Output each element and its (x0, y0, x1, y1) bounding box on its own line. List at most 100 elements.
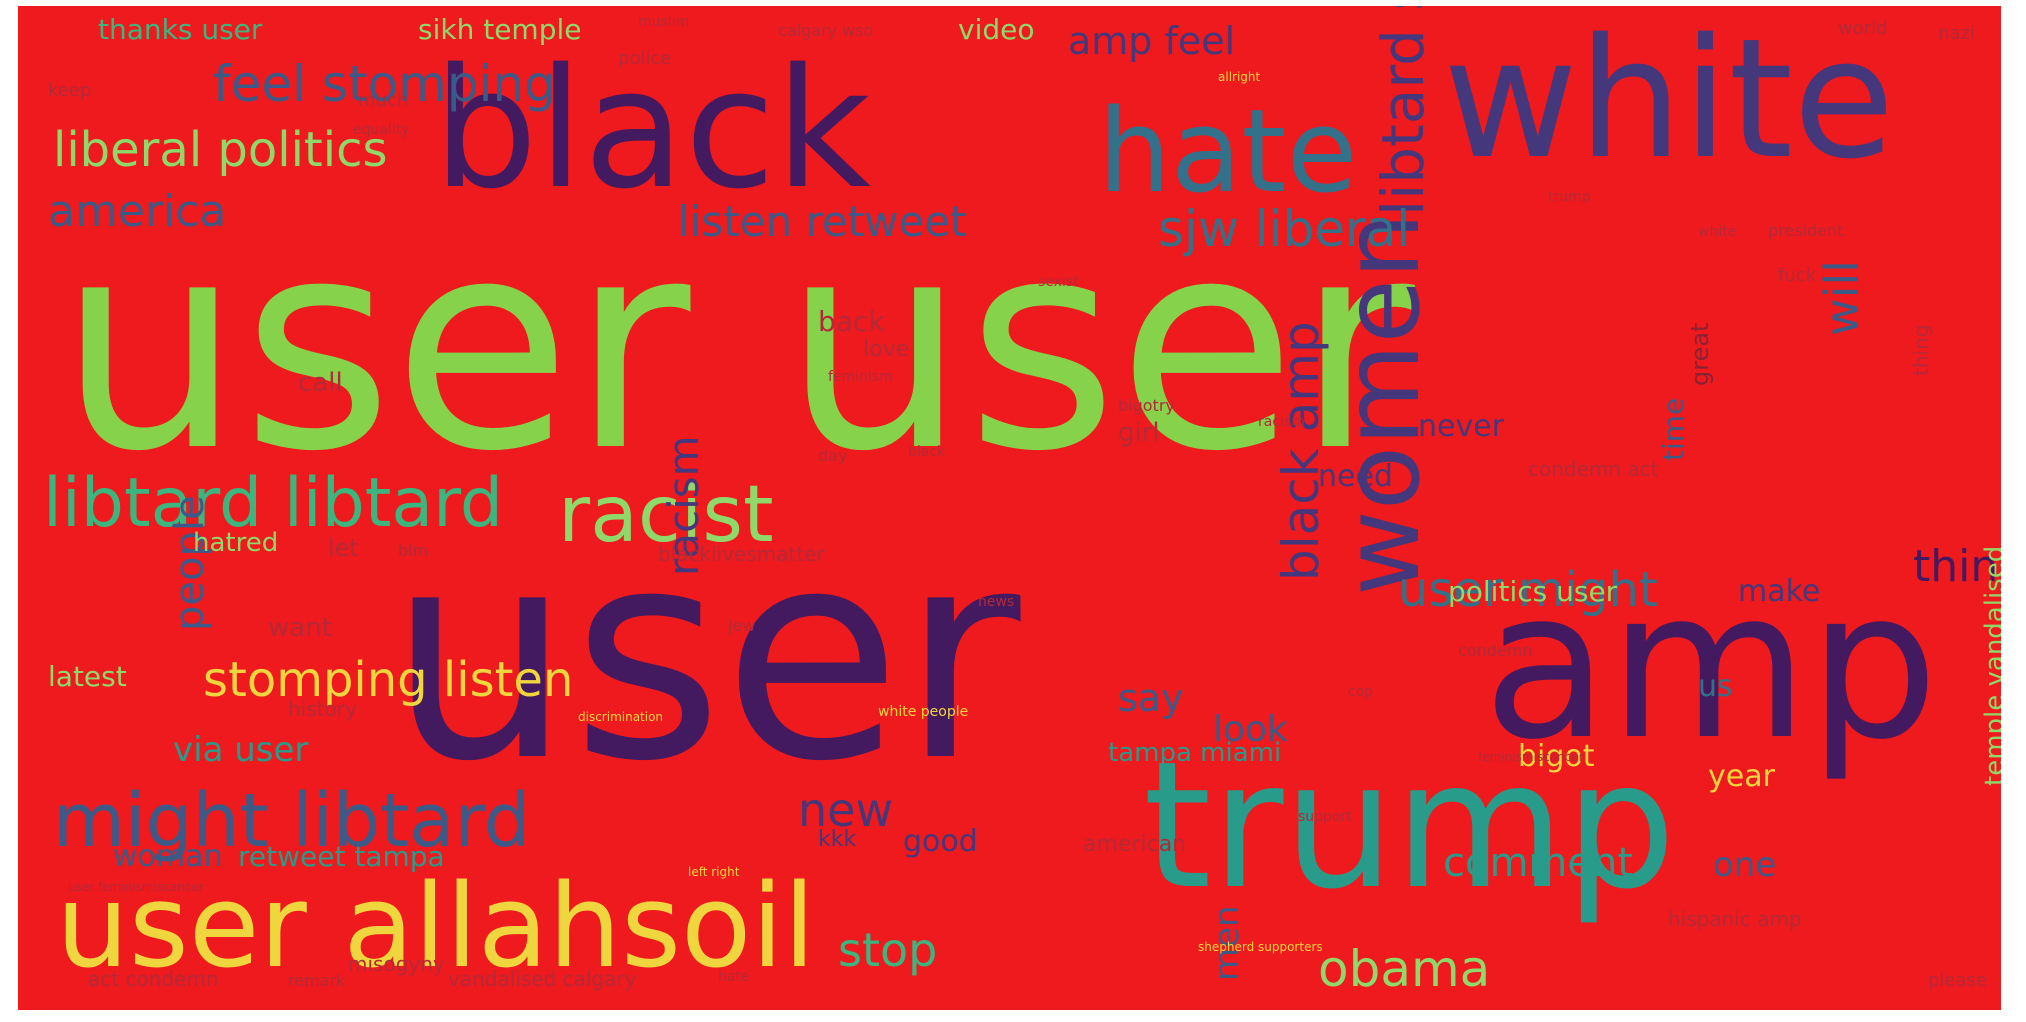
word: kkk (818, 827, 856, 852)
word: misogyny (348, 952, 445, 976)
word: fuck (1778, 265, 1817, 286)
word: great (1686, 323, 1714, 386)
word: white people (878, 704, 968, 720)
word: feminism (828, 369, 893, 385)
word: black (433, 33, 871, 225)
word: need (1318, 459, 1393, 494)
word: thanks user (98, 13, 263, 46)
word: history (288, 697, 357, 721)
word: sexist (1038, 274, 1079, 290)
word: remark (288, 971, 346, 990)
word: women (1321, 212, 1443, 596)
word: user (388, 488, 1024, 825)
word: act condemn (88, 967, 219, 991)
word: white (1698, 224, 1736, 240)
word: stop (838, 923, 937, 977)
word: black (908, 444, 946, 460)
word: feel stomping (213, 55, 556, 113)
word-cloud-canvas: user user user white black amp trump use… (43, 6, 2001, 998)
word: calgary wso (778, 21, 873, 40)
word: shepherd supporters (1198, 940, 1323, 954)
word: look (1213, 709, 1288, 750)
word: listen retweet (678, 197, 967, 246)
word: muslim (638, 14, 689, 30)
word: amp feel (1068, 19, 1235, 63)
word: condemn (1458, 641, 1532, 660)
word: cop (1348, 684, 1373, 700)
word: hatred (193, 528, 278, 558)
word: keep (48, 80, 91, 101)
word: allright (1218, 70, 1261, 84)
word: us (1698, 669, 1733, 704)
word: racist (558, 470, 774, 560)
word: hate (718, 969, 750, 985)
word: never (1418, 409, 1505, 444)
word: black amp (1272, 321, 1330, 581)
word: vandalised calgary (448, 967, 637, 991)
word: left right (688, 865, 740, 879)
word: bigot (1518, 739, 1595, 774)
word: support (1298, 809, 1352, 825)
word: liberal politics (53, 122, 387, 178)
word: sjw liberal (1158, 200, 1410, 258)
word: news (978, 594, 1014, 610)
word: want (268, 613, 332, 643)
word: president (1768, 221, 1843, 240)
word: say (1118, 676, 1184, 720)
word: year (1708, 759, 1776, 794)
word: amp (1483, 547, 1938, 785)
word: racism (1258, 414, 1305, 430)
word: user might (1398, 562, 1658, 618)
word: will (1815, 260, 1869, 336)
word: much (358, 90, 408, 111)
word: libtard libtard (43, 464, 503, 543)
word: video (958, 13, 1034, 46)
word: call (298, 368, 343, 398)
word: american (1083, 832, 1186, 857)
word: user user (58, 178, 1418, 515)
word: jew (727, 616, 755, 635)
word: stomping listen (203, 652, 573, 708)
word: back (818, 305, 885, 338)
word: good (903, 824, 978, 859)
word: retweet tampa (238, 840, 445, 873)
word: girl (1118, 418, 1160, 448)
word: world (1838, 18, 1888, 39)
word: libtard sjw (1369, 6, 1437, 216)
word: people (167, 495, 213, 631)
word-cloud: user user user white black amp trump use… (18, 6, 2001, 1010)
word: comment (1443, 840, 1633, 886)
word: woman (113, 839, 223, 874)
word: politics user (1448, 575, 1618, 608)
word: police (618, 48, 671, 69)
word: men (1207, 905, 1247, 981)
word: let (328, 534, 359, 562)
word: day (818, 446, 847, 465)
word: hispanic amp (1668, 907, 1802, 931)
word: via user (173, 730, 308, 770)
word: trump (1548, 189, 1591, 205)
word: tampa miami (1108, 738, 1281, 768)
word: racism (659, 435, 708, 576)
word: temple vandalised (1980, 546, 2001, 786)
word: time (1657, 398, 1690, 461)
word: obama (1318, 940, 1490, 998)
word: new (798, 783, 893, 837)
word: latest (48, 660, 127, 693)
word: user allahsoil (56, 860, 815, 994)
word: sikh temple (418, 13, 582, 46)
word: blm (398, 541, 428, 560)
word: trump (1143, 725, 1676, 928)
word: condemn act (1528, 457, 1659, 481)
word: america (48, 186, 226, 237)
word: make (1738, 574, 1820, 609)
word: one (1713, 845, 1776, 885)
word: might libtard (53, 778, 531, 864)
word: please (1928, 970, 1987, 991)
word: equality (353, 122, 410, 138)
word: think (1913, 541, 2001, 592)
word: nazi (1938, 23, 1975, 44)
word: blacklivesmatter (658, 542, 825, 566)
word: love (863, 337, 909, 362)
word: user feminismiscancer (68, 880, 204, 894)
